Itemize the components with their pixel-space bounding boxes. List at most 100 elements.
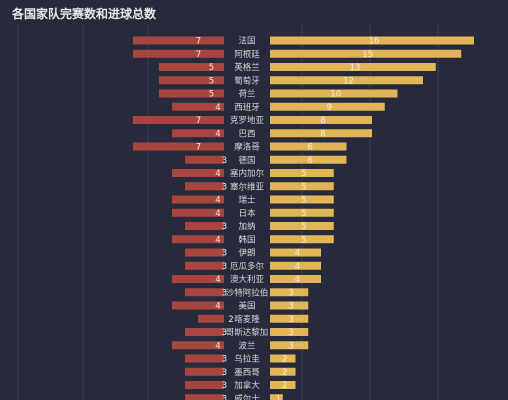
matches-bar-1 [133, 49, 224, 58]
goals-value-17: 4 [295, 262, 300, 272]
matches-bar-22 [185, 328, 224, 336]
goals-value-5: 9 [327, 103, 332, 113]
matches-bar-0 [133, 36, 224, 45]
matches-value-4: 5 [209, 90, 214, 100]
matches-value-23: 4 [215, 341, 220, 351]
matches-value-13: 4 [215, 209, 220, 219]
goals-bar-6 [270, 116, 372, 124]
matches-value-14: 3 [222, 222, 227, 232]
goals-value-24: 2 [282, 355, 287, 365]
matches-bar-24 [185, 354, 224, 363]
goals-value-23: 3 [288, 341, 293, 351]
category-label-14: 加纳 [238, 221, 255, 232]
goals-bar-11 [270, 182, 334, 191]
category-label-18: 澳大利亚 [230, 274, 265, 285]
category-label-24: 乌拉圭 [234, 354, 260, 365]
goals-value-10: 5 [301, 169, 306, 179]
matches-bar-8 [133, 142, 224, 151]
goals-bar-8 [270, 142, 347, 151]
category-label-15: 韩国 [238, 234, 255, 245]
goals-value-1: 15 [362, 50, 373, 60]
category-label-19: 沙特阿拉伯 [226, 287, 269, 298]
category-label-10: 塞内加尔 [230, 168, 265, 179]
category-label-2: 英格兰 [234, 62, 260, 73]
matches-value-3: 5 [209, 76, 214, 86]
matches-value-7: 4 [215, 129, 220, 139]
goals-value-13: 5 [301, 209, 306, 219]
goals-value-16: 4 [295, 249, 300, 259]
matches-bar-12 [172, 195, 224, 204]
goals-value-8: 6 [308, 143, 313, 153]
matches-bar-26 [185, 381, 224, 389]
category-label-21: 喀麦隆 [234, 314, 260, 325]
category-label-5: 西班牙 [234, 102, 260, 113]
category-label-4: 荷兰 [238, 89, 255, 100]
matches-bar-19 [185, 288, 224, 297]
matches-bar-23 [172, 341, 224, 350]
matches-value-12: 4 [215, 196, 220, 206]
goals-bar-12 [270, 195, 334, 204]
goals-value-27: 1 [276, 394, 281, 400]
matches-bar-5 [172, 102, 224, 111]
goals-bar-22 [270, 328, 309, 336]
category-label-25: 墨西哥 [234, 368, 260, 378]
goals-bar-27 [270, 394, 283, 400]
matches-value-26: 3 [222, 381, 227, 391]
goals-bar-21 [270, 314, 309, 323]
goals-value-9: 6 [308, 156, 313, 166]
category-label-6: 克罗地亚 [230, 115, 265, 126]
matches-bar-10 [172, 169, 224, 177]
matches-bar-9 [185, 155, 224, 164]
matches-value-2: 5 [209, 63, 214, 73]
matches-value-17: 3 [222, 262, 227, 272]
goals-value-7: 8 [320, 129, 325, 139]
goals-value-6: 8 [320, 116, 325, 126]
goals-bar-9 [270, 155, 347, 164]
matches-value-16: 3 [222, 249, 227, 259]
chart-title: 各国家队完赛数和进球总数 [12, 7, 157, 21]
goals-bar-0 [270, 36, 474, 45]
goals-value-2: 13 [349, 63, 360, 73]
category-label-3: 葡萄牙 [234, 75, 260, 86]
category-label-8: 摩洛哥 [234, 142, 260, 153]
goals-value-19: 3 [288, 288, 293, 298]
goals-value-15: 5 [301, 235, 306, 245]
category-label-27: 威尔士 [234, 393, 260, 400]
goals-bar-7 [270, 129, 372, 138]
goals-value-11: 5 [301, 182, 306, 192]
category-label-9: 德国 [238, 155, 255, 166]
goals-value-3: 12 [343, 76, 354, 86]
matches-value-10: 4 [215, 169, 220, 179]
goals-value-0: 16 [369, 37, 380, 47]
goals-value-21: 3 [288, 315, 293, 325]
category-label-16: 伊朗 [238, 248, 255, 259]
category-label-7: 巴西 [238, 129, 255, 139]
matches-bar-17 [185, 261, 224, 270]
goals-bar-20 [270, 301, 309, 310]
category-label-26: 加拿大 [234, 380, 260, 391]
goals-value-14: 5 [301, 222, 306, 232]
matches-bar-14 [185, 222, 224, 230]
goals-bar-18 [270, 275, 321, 283]
matches-bar-2 [159, 63, 224, 71]
goals-bar-15 [270, 235, 334, 244]
matches-bar-3 [159, 76, 224, 85]
goals-value-4: 10 [330, 90, 341, 100]
matches-bar-6 [133, 116, 224, 124]
category-label-12: 瑞士 [238, 195, 256, 206]
matches-bar-13 [172, 208, 224, 217]
matches-value-24: 3 [222, 355, 227, 365]
matches-bar-16 [185, 248, 224, 257]
goals-value-18: 4 [295, 275, 300, 285]
matches-value-0: 7 [196, 37, 201, 47]
goals-value-12: 5 [301, 196, 306, 206]
matches-bar-27 [185, 394, 224, 400]
category-label-11: 塞尔维亚 [230, 181, 265, 192]
matches-bar-11 [185, 182, 224, 191]
matches-value-15: 4 [215, 235, 220, 245]
goals-bar-3 [270, 76, 423, 85]
goals-value-26: 2 [282, 381, 287, 391]
matches-value-8: 7 [196, 143, 201, 153]
matches-value-11: 3 [222, 182, 227, 192]
